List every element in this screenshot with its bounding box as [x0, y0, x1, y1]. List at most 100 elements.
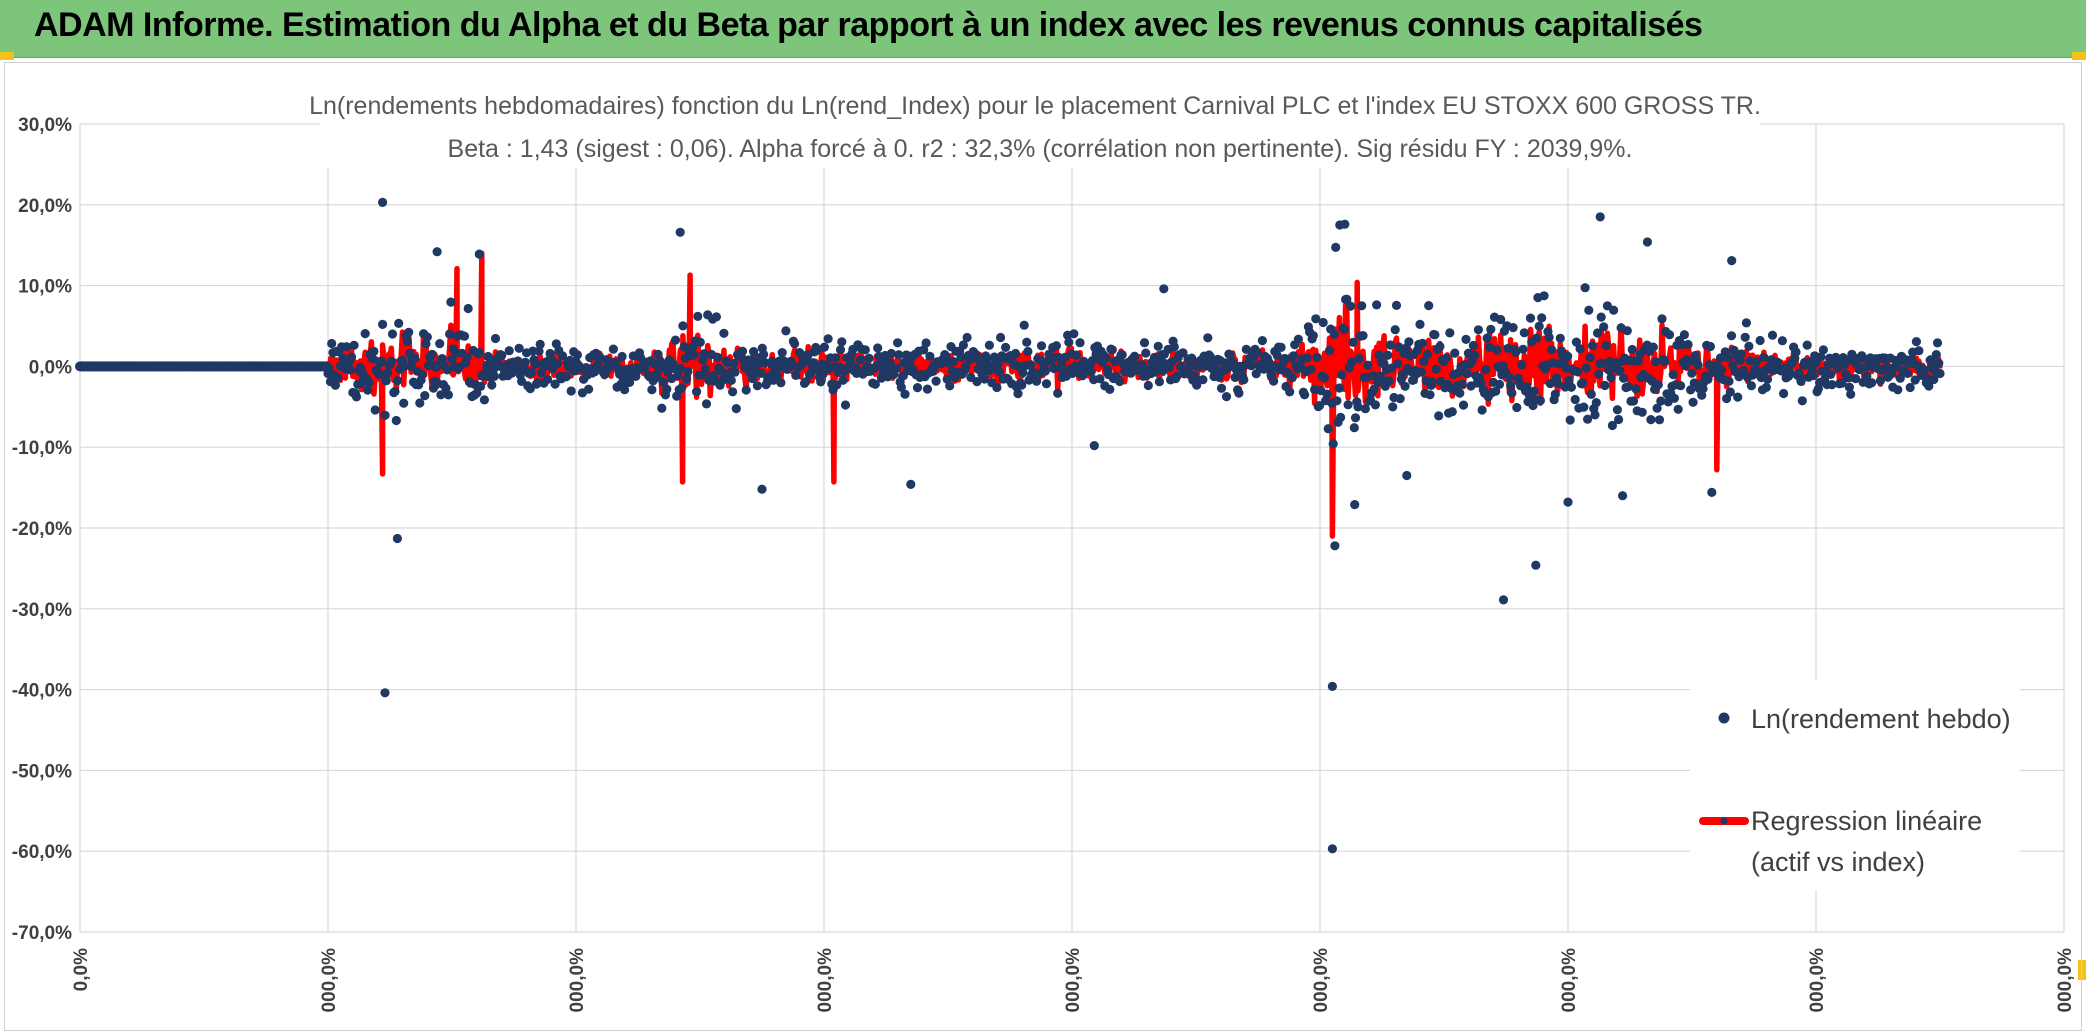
data-point: [520, 357, 530, 367]
data-point: [1300, 390, 1310, 400]
data-point: [489, 371, 499, 381]
data-point: [1417, 338, 1428, 348]
data-point: [487, 380, 497, 390]
data-point: [1482, 333, 1492, 343]
data-point: [561, 372, 571, 382]
data-point: [1450, 348, 1460, 358]
data-point: [1327, 681, 1337, 692]
data-point: [1547, 345, 1557, 355]
data-point: [1154, 377, 1164, 387]
data-point: [1395, 394, 1405, 404]
data-point: [490, 333, 501, 344]
data-point: [443, 390, 453, 400]
data-point: [620, 385, 630, 395]
data-point: [526, 367, 537, 378]
data-point: [647, 385, 657, 395]
y-tick-label: -50,0%: [12, 761, 72, 782]
data-point: [1563, 351, 1573, 361]
data-point: [1234, 388, 1244, 398]
data-point: [1435, 341, 1445, 352]
data-point: [1391, 300, 1402, 310]
data-point: [992, 382, 1002, 393]
data-point: [1504, 372, 1514, 382]
data-point: [683, 366, 693, 377]
data-point: [1430, 330, 1440, 340]
data-point: [1445, 328, 1455, 338]
data-point: [1340, 219, 1350, 229]
data-point: [1929, 374, 1939, 385]
data-point: [1628, 396, 1639, 406]
data-point: [1566, 382, 1576, 392]
data-point: [535, 339, 545, 349]
data-point: [1723, 353, 1733, 363]
data-point: [1618, 491, 1628, 501]
data-point: [1383, 350, 1393, 360]
data-point: [962, 332, 972, 343]
data-point: [1646, 415, 1656, 425]
data-point: [673, 370, 683, 381]
data-point: [1609, 305, 1619, 315]
data-point: [625, 377, 635, 387]
data-point: [1555, 333, 1565, 343]
data-point: [497, 350, 507, 360]
data-point: [900, 389, 910, 399]
data-point: [437, 354, 447, 364]
legend: Ln(rendement hebdo) Regression linéaire …: [1690, 680, 2020, 890]
data-point: [1334, 383, 1344, 393]
data-point: [1615, 366, 1625, 376]
data-point: [1187, 353, 1197, 363]
data-point: [791, 370, 801, 380]
data-point: [1653, 380, 1663, 390]
data-point: [840, 400, 851, 410]
data-point: [1477, 405, 1487, 415]
data-point: [1802, 340, 1812, 350]
data-point: [1185, 361, 1196, 371]
data-point: [386, 356, 396, 366]
data-point: [1388, 402, 1398, 412]
data-point: [514, 343, 524, 353]
data-point: [1599, 322, 1609, 332]
data-point: [324, 363, 334, 374]
data-point: [1571, 337, 1581, 347]
corner-marker-top-left: [0, 52, 14, 60]
data-point: [1415, 319, 1425, 329]
data-point: [1402, 470, 1412, 481]
data-point: [1302, 353, 1312, 363]
data-point: [462, 352, 472, 362]
data-point: [1431, 364, 1441, 374]
data-point: [1573, 367, 1583, 377]
data-point: [812, 345, 822, 355]
data-point: [327, 338, 337, 349]
data-point: [1693, 360, 1703, 370]
data-point: [1239, 375, 1249, 385]
data-point: [543, 374, 553, 384]
data-point: [682, 374, 692, 384]
data-point: [1384, 376, 1394, 386]
data-point: [752, 381, 763, 391]
data-point: [1875, 376, 1885, 386]
data-point: [818, 369, 828, 379]
data-point: [870, 379, 880, 389]
data-point: [925, 351, 935, 361]
data-point: [1797, 396, 1807, 406]
data-point: [1141, 348, 1151, 358]
data-point: [994, 367, 1005, 377]
data-point: [1539, 291, 1549, 301]
data-point: [1612, 405, 1622, 415]
data-point: [1583, 414, 1593, 424]
data-point: [333, 373, 343, 383]
data-point: [996, 332, 1006, 343]
data-point: [1330, 541, 1340, 551]
data-point: [1544, 332, 1554, 342]
data-point: [1601, 341, 1611, 351]
data-point: [1657, 314, 1667, 324]
data-point: [1169, 342, 1179, 352]
data-point: [1287, 373, 1297, 383]
data-point: [1911, 337, 1921, 347]
data-point: [1172, 371, 1182, 381]
data-point: [347, 352, 357, 362]
data-point: [1252, 348, 1263, 358]
data-point: [1447, 407, 1457, 417]
data-point: [1772, 357, 1782, 367]
data-point: [1914, 346, 1924, 356]
